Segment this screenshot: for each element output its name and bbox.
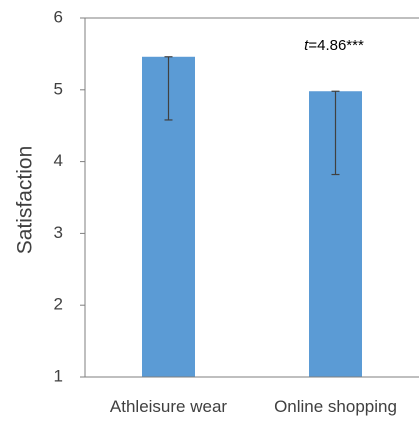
- y-tick-label: 1: [54, 366, 63, 385]
- y-tick-label: 3: [54, 223, 63, 242]
- y-axis-label: Satisfaction: [14, 146, 37, 255]
- y-axis-title: Satisfaction: [14, 146, 37, 255]
- y-tick-label: 2: [54, 295, 63, 314]
- x-tick-label: Athleisure wear: [110, 397, 228, 416]
- t-statistic-symbol: t: [304, 37, 309, 54]
- x-tick-label: Online shopping: [274, 397, 397, 416]
- t-statistic-annotation: t=4.86***: [304, 37, 364, 54]
- t-statistic-value: =4.86***: [308, 37, 364, 54]
- y-tick-label: 4: [54, 151, 63, 170]
- y-tick-label: 5: [54, 79, 63, 98]
- y-tick-label: 6: [54, 7, 63, 26]
